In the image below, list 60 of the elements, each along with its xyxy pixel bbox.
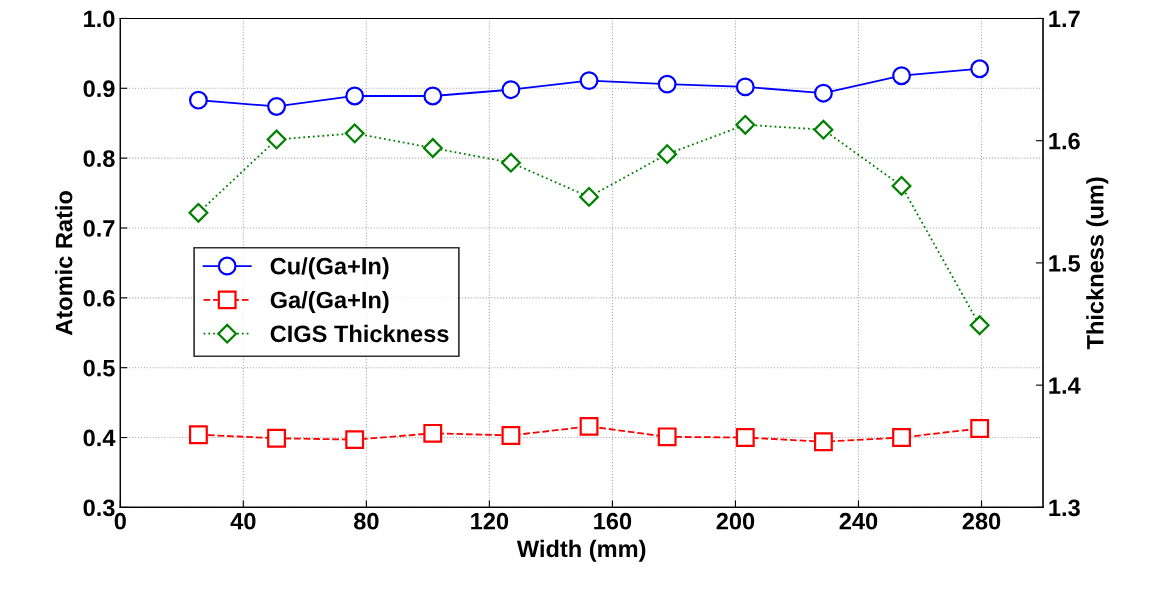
y-axis-title: Atomic Ratio <box>55 191 73 336</box>
point <box>813 432 833 452</box>
point <box>969 315 990 336</box>
y-tick-label: 0.7 <box>83 220 115 237</box>
x-tick-label: 280 <box>962 512 1001 530</box>
point <box>657 74 677 94</box>
point <box>501 80 521 100</box>
legend-label: Cu/(Ga+In) <box>270 257 389 280</box>
point <box>501 425 521 445</box>
y2-tick-label: 1.6 <box>1049 132 1080 150</box>
point <box>344 123 365 144</box>
point <box>735 77 755 97</box>
point <box>657 427 677 447</box>
y2-tick-label: 1.4 <box>1049 377 1081 394</box>
point <box>891 175 912 196</box>
y2-tick-label: 1.3 <box>1049 499 1080 517</box>
x-tick-label: 160 <box>594 512 632 530</box>
y-tick-label: 0.5 <box>83 359 115 377</box>
point <box>345 86 365 106</box>
y-tick-label: 0.8 <box>83 150 115 167</box>
point <box>657 144 678 165</box>
point <box>579 71 599 91</box>
legend-label: CIGS Thickness <box>270 324 449 343</box>
point <box>500 152 521 173</box>
y2-tick-label: 1.5 <box>1049 255 1081 272</box>
x-tick-label: 240 <box>839 512 878 530</box>
y-tick-label: 0.9 <box>83 80 115 98</box>
x-tick-label: 200 <box>716 512 755 530</box>
y2-tick-label: 1.7 <box>1049 10 1080 28</box>
y-tick-label: 0.3 <box>83 499 115 517</box>
point <box>735 428 755 447</box>
point <box>345 430 365 450</box>
point <box>970 419 990 438</box>
x-tick-label: 40 <box>230 512 256 530</box>
y-tick-label: 0.6 <box>83 289 115 307</box>
point <box>188 90 208 110</box>
point <box>267 97 286 116</box>
y-tick-label: 1.0 <box>84 10 115 28</box>
x-tick-label: 80 <box>353 512 379 530</box>
point <box>423 423 443 443</box>
point <box>188 425 208 445</box>
x-axis-title: Width (mm) <box>516 539 646 562</box>
point <box>423 86 443 106</box>
point <box>579 186 599 207</box>
point <box>267 428 286 448</box>
point <box>813 119 834 140</box>
point <box>892 66 911 86</box>
point <box>970 59 990 79</box>
point <box>188 202 209 223</box>
point <box>892 428 911 447</box>
y-tick-label: 0.4 <box>83 429 116 447</box>
point <box>735 114 756 135</box>
x-tick-label: 0 <box>114 512 126 530</box>
point <box>266 129 287 150</box>
legend-label: Ga/(Ga+In) <box>270 291 389 314</box>
point <box>813 83 833 103</box>
point <box>579 416 599 436</box>
y2-axis-title: Thickness (um) <box>1086 177 1109 350</box>
x-tick-label: 120 <box>471 512 509 530</box>
point <box>422 138 443 158</box>
